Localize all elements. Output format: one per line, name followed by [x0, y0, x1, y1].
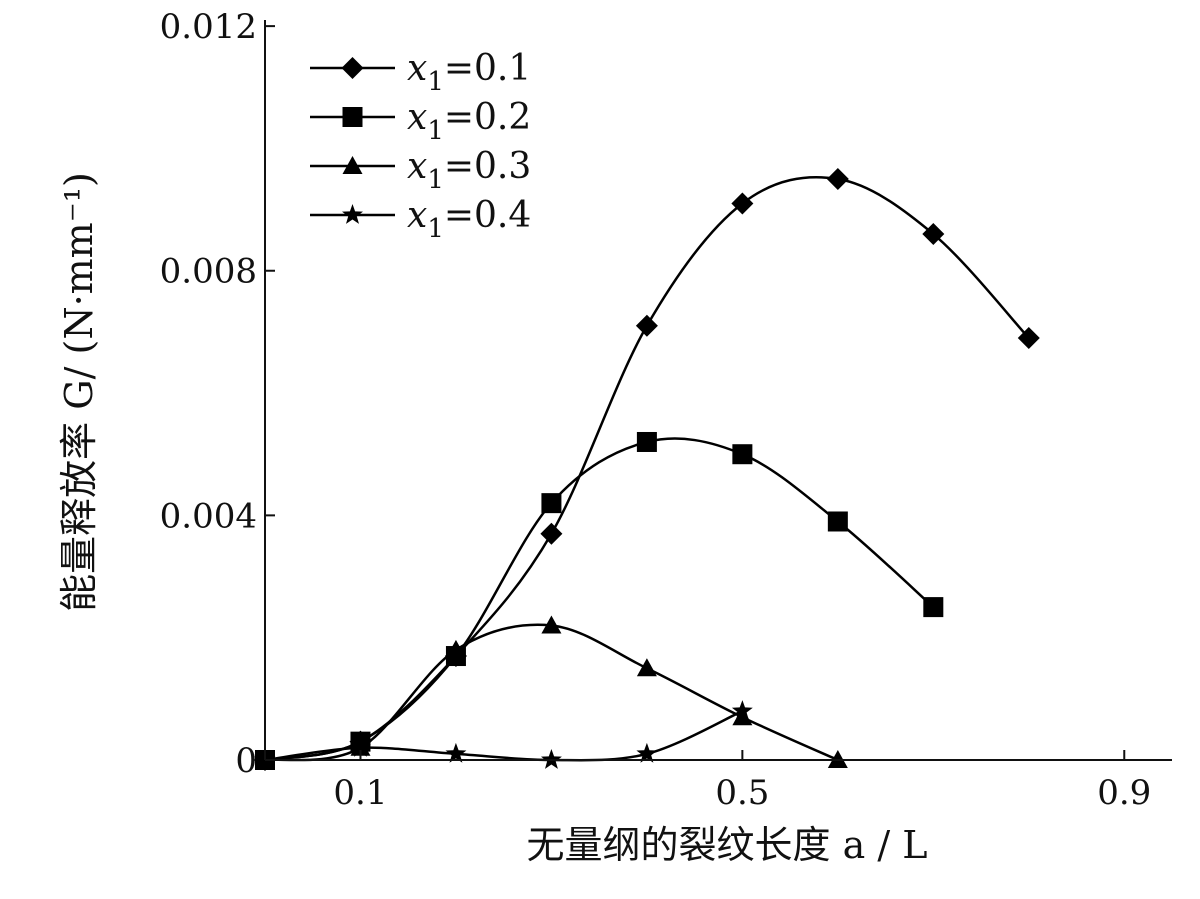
data-point-series-3 — [732, 707, 753, 726]
legend-label-2: x1=0.2 — [407, 97, 531, 146]
legend: x1=0.1x1=0.2x1=0.3x1=0.4 — [310, 48, 531, 244]
y-axis-title: 能量释放率 G/ (N·mm⁻¹) — [57, 172, 101, 612]
data-point-series-4 — [350, 736, 371, 757]
y-tick-label: 0.008 — [160, 252, 257, 292]
data-point-series-1 — [922, 223, 945, 246]
series-line-4 — [264, 709, 743, 762]
legend-marker-4 — [342, 204, 363, 224]
x-tick-label: 0.5 — [715, 773, 769, 813]
data-point-series-4 — [445, 742, 467, 763]
legend-label-1: x1=0.1 — [407, 48, 531, 97]
y-tick-label: 0.012 — [160, 7, 257, 47]
data-point-series-2 — [827, 511, 848, 532]
data-point-series-1 — [826, 168, 849, 191]
data-point-series-3 — [445, 639, 466, 658]
x-axis-title: 无量纲的裂纹长度 a / L — [527, 823, 928, 867]
series-line-1 — [264, 176, 1030, 762]
data-point-series-4 — [541, 749, 562, 769]
legend-label-4: x1=0.4 — [407, 195, 531, 244]
y-tick-label: 0.004 — [160, 496, 257, 536]
legend-label-3: x1=0.3 — [407, 146, 531, 195]
data-point-series-2 — [541, 493, 562, 514]
data-point-series-2 — [732, 444, 753, 465]
series-line-2 — [264, 437, 935, 762]
legend-marker-2 — [342, 107, 363, 127]
markers-layer — [254, 168, 1040, 771]
legend-marker-3 — [342, 156, 363, 174]
y-tick-label: 0 — [235, 741, 257, 781]
data-point-series-4 — [636, 742, 658, 763]
data-point-series-3 — [636, 658, 657, 677]
data-point-series-1 — [1017, 327, 1040, 350]
data-point-series-2 — [636, 431, 657, 452]
x-tick-label: 0.1 — [333, 773, 387, 813]
data-point-series-1 — [635, 314, 658, 337]
legend-marker-1 — [341, 57, 364, 79]
data-point-series-3 — [541, 615, 562, 634]
x-tick-label: 0.9 — [1097, 773, 1151, 813]
axes-layer — [264, 20, 1172, 761]
data-point-series-4 — [731, 700, 753, 720]
data-point-series-2 — [923, 597, 944, 618]
data-point-series-1 — [540, 522, 563, 545]
ticks-layer: 0 0.004 0.008 0.012 0.1 0.5 0.9 — [160, 7, 1152, 813]
data-point-series-1 — [731, 192, 754, 215]
